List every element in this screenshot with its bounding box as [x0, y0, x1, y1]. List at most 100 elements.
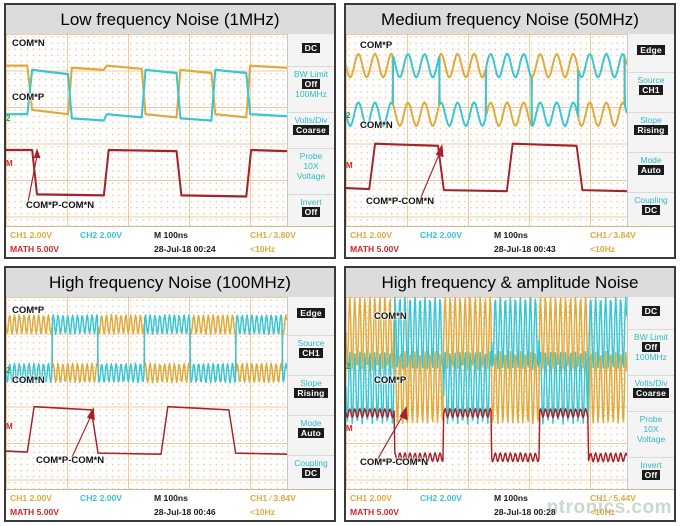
trace-label-ch1: COM*N — [12, 38, 45, 49]
status-trigger: CH1 ∕ 5.44V — [590, 493, 636, 503]
status-trigger: CH1 ∕ 3.80V — [250, 230, 296, 240]
scope-panel-high-frequency-amplitude: High frequency & amplitude Noise — [340, 263, 680, 526]
menu-item-bw-limit[interactable]: BW Limit Off 100MHz — [288, 65, 334, 101]
menu-value-highlight: CH1 — [299, 347, 323, 358]
menu-value-highlight: CH1 — [639, 84, 663, 95]
status-frequency: <10Hz — [590, 244, 616, 254]
menu-item-dc[interactable]: DC — [628, 304, 674, 318]
side-menu: Edge Source CH1 Slope Rising Mode Auto Coupling… — [287, 297, 334, 489]
menu-item-mode[interactable]: Mode Auto — [288, 415, 334, 440]
status-math: MATH 5.00V — [10, 244, 60, 254]
waveform-plot: COM*P COM*N COM*P-COM*N 2 M — [346, 34, 627, 226]
status-bar: CH1 2.00V CH2 2.00V M 100ns CH1 ∕ 3.84V … — [6, 489, 334, 520]
menu-label: CH1 — [628, 84, 674, 95]
menu-label: Edge — [288, 307, 334, 318]
menu-label: Rising — [628, 124, 674, 135]
math-ground-marker[interactable]: M — [6, 159, 13, 168]
menu-item-dc[interactable]: DC — [288, 41, 334, 55]
scope-panel-medium-frequency: Medium frequency Noise (50MHz) — [340, 0, 680, 263]
scope-screen: COM*N COM*P COM*P-COM*N 2 M DC BW Limit Of… — [6, 34, 334, 257]
menu-value-highlight: Off — [301, 78, 321, 89]
menu-value-highlight: Off — [641, 470, 661, 481]
menu-item-source[interactable]: Source CH1 — [288, 334, 334, 360]
trace-label-math: COM*P-COM*N — [36, 455, 105, 466]
math-ground-marker[interactable]: M — [346, 424, 353, 433]
menu-label: Coarse — [288, 124, 334, 135]
menu-label: Auto — [628, 165, 674, 176]
trace-ch2 — [346, 52, 627, 128]
trace-math — [6, 405, 287, 455]
status-datetime: 28-Jul-18 00:28 — [494, 507, 556, 517]
math-ground-marker[interactable]: M — [6, 422, 13, 431]
waveform-plot: COM*N COM*P COM*P-COM*N 2 M — [6, 34, 287, 226]
menu-value-highlight: DC — [301, 468, 321, 479]
menu-label: Slope — [640, 114, 662, 125]
status-math: MATH 5.00V — [10, 507, 60, 517]
channel2-ground-marker[interactable]: 2 — [6, 114, 11, 123]
menu-label: Mode — [640, 155, 662, 166]
menu-label: Off — [288, 78, 334, 89]
status-math: MATH 5.00V — [350, 244, 400, 254]
menu-item-volts-div[interactable]: Volts/Div Coarse — [628, 374, 674, 400]
menu-item-probe[interactable]: Probe 10X Voltage — [288, 148, 334, 183]
menu-item-edge[interactable]: Edge — [628, 43, 674, 57]
side-menu: DC BW Limit Off 100MHz Volts/Div Coarse Probe 1… — [627, 297, 674, 489]
status-bar: CH1 2.00V CH2 2.00V M 100ns CH1 ∕ 3.80V … — [6, 226, 334, 257]
status-ch2: CH2 2.00V — [80, 230, 123, 240]
menu-value-highlight: Off — [301, 207, 321, 218]
menu-value-highlight: Edge — [297, 307, 325, 318]
waveform-traces — [346, 297, 627, 465]
channel2-ground-marker[interactable]: 2 — [346, 111, 351, 120]
trace-math — [6, 148, 287, 198]
menu-item-probe[interactable]: Probe 10X Voltage — [628, 411, 674, 446]
menu-value-highlight: DC — [641, 305, 661, 316]
menu-value-highlight: Auto — [637, 165, 665, 176]
waveform-plot: COM*P COM*N COM*P-COM*N 2 M — [6, 297, 287, 489]
scope-screen: COM*P COM*N COM*P-COM*N 2 M Edge Source CH… — [346, 34, 674, 257]
menu-label: Edge — [628, 44, 674, 55]
trace-math — [346, 142, 627, 193]
menu-item-mode[interactable]: Mode Auto — [628, 152, 674, 177]
scope-panel-low-frequency: Low frequency Noise (1MHz) — [0, 0, 340, 263]
status-math: MATH 5.00V — [350, 507, 400, 517]
math-ground-marker[interactable]: M — [346, 161, 353, 170]
trace-ch1 — [346, 297, 627, 425]
menu-item-bw-limit[interactable]: BW Limit Off 100MHz — [628, 328, 674, 364]
menu-item-volts-div[interactable]: Volts/Div Coarse — [288, 111, 334, 137]
side-menu: DC BW Limit Off 100MHz Volts/Div Coarse Probe 1… — [287, 34, 334, 226]
status-datetime: 28-Jul-18 00:24 — [154, 244, 216, 254]
menu-item-invert[interactable]: Invert Off — [288, 194, 334, 219]
panel-title: High frequency Noise (100MHz) — [6, 268, 334, 297]
status-bar: CH1 2.00V CH2 2.00V M 100ns CH1 ∕ 3.84V … — [346, 226, 674, 257]
menu-item-source[interactable]: Source CH1 — [628, 71, 674, 97]
menu-item-edge[interactable]: Edge — [288, 306, 334, 320]
trace-label-ch2: COM*P — [374, 375, 407, 386]
trace-label-math: COM*P-COM*N — [26, 200, 95, 211]
status-timebase: M 100ns — [154, 230, 188, 240]
menu-item-invert[interactable]: Invert Off — [628, 457, 674, 482]
channel2-ground-marker[interactable]: 2 — [346, 362, 351, 371]
menu-item-coupling[interactable]: Coupling DC — [288, 455, 334, 480]
trace-ch2 — [6, 68, 287, 122]
waveform-traces — [6, 313, 287, 458]
trace-label-ch1: COM*N — [360, 120, 393, 131]
menu-label: Invert — [640, 460, 662, 471]
trace-math — [346, 407, 627, 463]
status-bar: CH1 2.00V CH2 2.00V M 100ns CH1 ∕ 5.44V … — [346, 489, 674, 520]
menu-label: Source — [637, 74, 665, 85]
menu-label: Probe — [299, 151, 323, 162]
menu-item-coupling[interactable]: Coupling DC — [628, 192, 674, 217]
status-datetime: 28-Jul-18 00:43 — [494, 244, 556, 254]
menu-label: DC — [628, 305, 674, 316]
menu-label: Coarse — [628, 387, 674, 398]
menu-label: Mode — [300, 418, 322, 429]
panel-title: High frequency & amplitude Noise — [346, 268, 674, 297]
menu-label: 10X — [303, 161, 319, 172]
menu-item-slope[interactable]: Slope Rising — [628, 111, 674, 137]
menu-value-highlight: Edge — [637, 44, 665, 55]
menu-label: DC — [288, 468, 334, 479]
menu-item-slope[interactable]: Slope Rising — [288, 374, 334, 400]
channel2-ground-marker[interactable]: 2 — [6, 366, 11, 375]
scope-panel-high-frequency: High frequency Noise (100MHz) — [0, 263, 340, 526]
